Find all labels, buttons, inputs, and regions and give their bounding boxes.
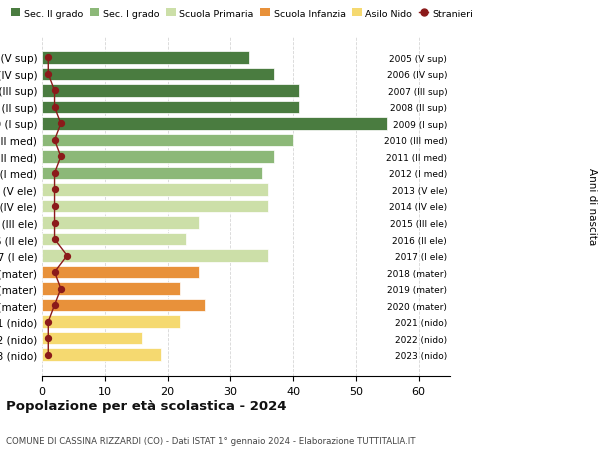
Text: Popolazione per età scolastica - 2024: Popolazione per età scolastica - 2024	[6, 399, 287, 412]
Point	[50, 88, 59, 95]
Point	[50, 219, 59, 227]
Bar	[42, 85, 299, 97]
Bar	[42, 266, 199, 279]
Point	[56, 285, 65, 292]
Point	[43, 318, 53, 325]
Bar	[42, 118, 387, 130]
Bar	[42, 299, 205, 312]
Text: COMUNE DI CASSINA RIZZARDI (CO) - Dati ISTAT 1° gennaio 2024 - Elaborazione TUTT: COMUNE DI CASSINA RIZZARDI (CO) - Dati I…	[6, 436, 415, 445]
Text: Anni di nascita: Anni di nascita	[587, 168, 597, 245]
Bar	[42, 134, 293, 147]
Bar	[42, 332, 142, 344]
Point	[43, 351, 53, 358]
Point	[43, 335, 53, 342]
Bar	[42, 168, 262, 180]
Point	[50, 203, 59, 210]
Bar	[42, 52, 249, 65]
Point	[56, 121, 65, 128]
Point	[50, 137, 59, 144]
Bar	[42, 283, 180, 295]
Point	[50, 186, 59, 194]
Point	[43, 71, 53, 78]
Bar	[42, 233, 187, 246]
Bar	[42, 348, 161, 361]
Point	[43, 55, 53, 62]
Bar	[42, 250, 268, 262]
Bar	[42, 217, 199, 229]
Bar	[42, 316, 180, 328]
Point	[56, 153, 65, 161]
Bar	[42, 151, 274, 163]
Point	[50, 236, 59, 243]
Point	[50, 269, 59, 276]
Bar	[42, 69, 274, 81]
Bar	[42, 101, 299, 114]
Point	[50, 302, 59, 309]
Point	[62, 252, 72, 260]
Legend: Sec. II grado, Sec. I grado, Scuola Primaria, Scuola Infanzia, Asilo Nido, Stran: Sec. II grado, Sec. I grado, Scuola Prim…	[11, 9, 473, 18]
Bar	[42, 201, 268, 213]
Point	[50, 104, 59, 112]
Point	[50, 170, 59, 177]
Bar	[42, 184, 268, 196]
